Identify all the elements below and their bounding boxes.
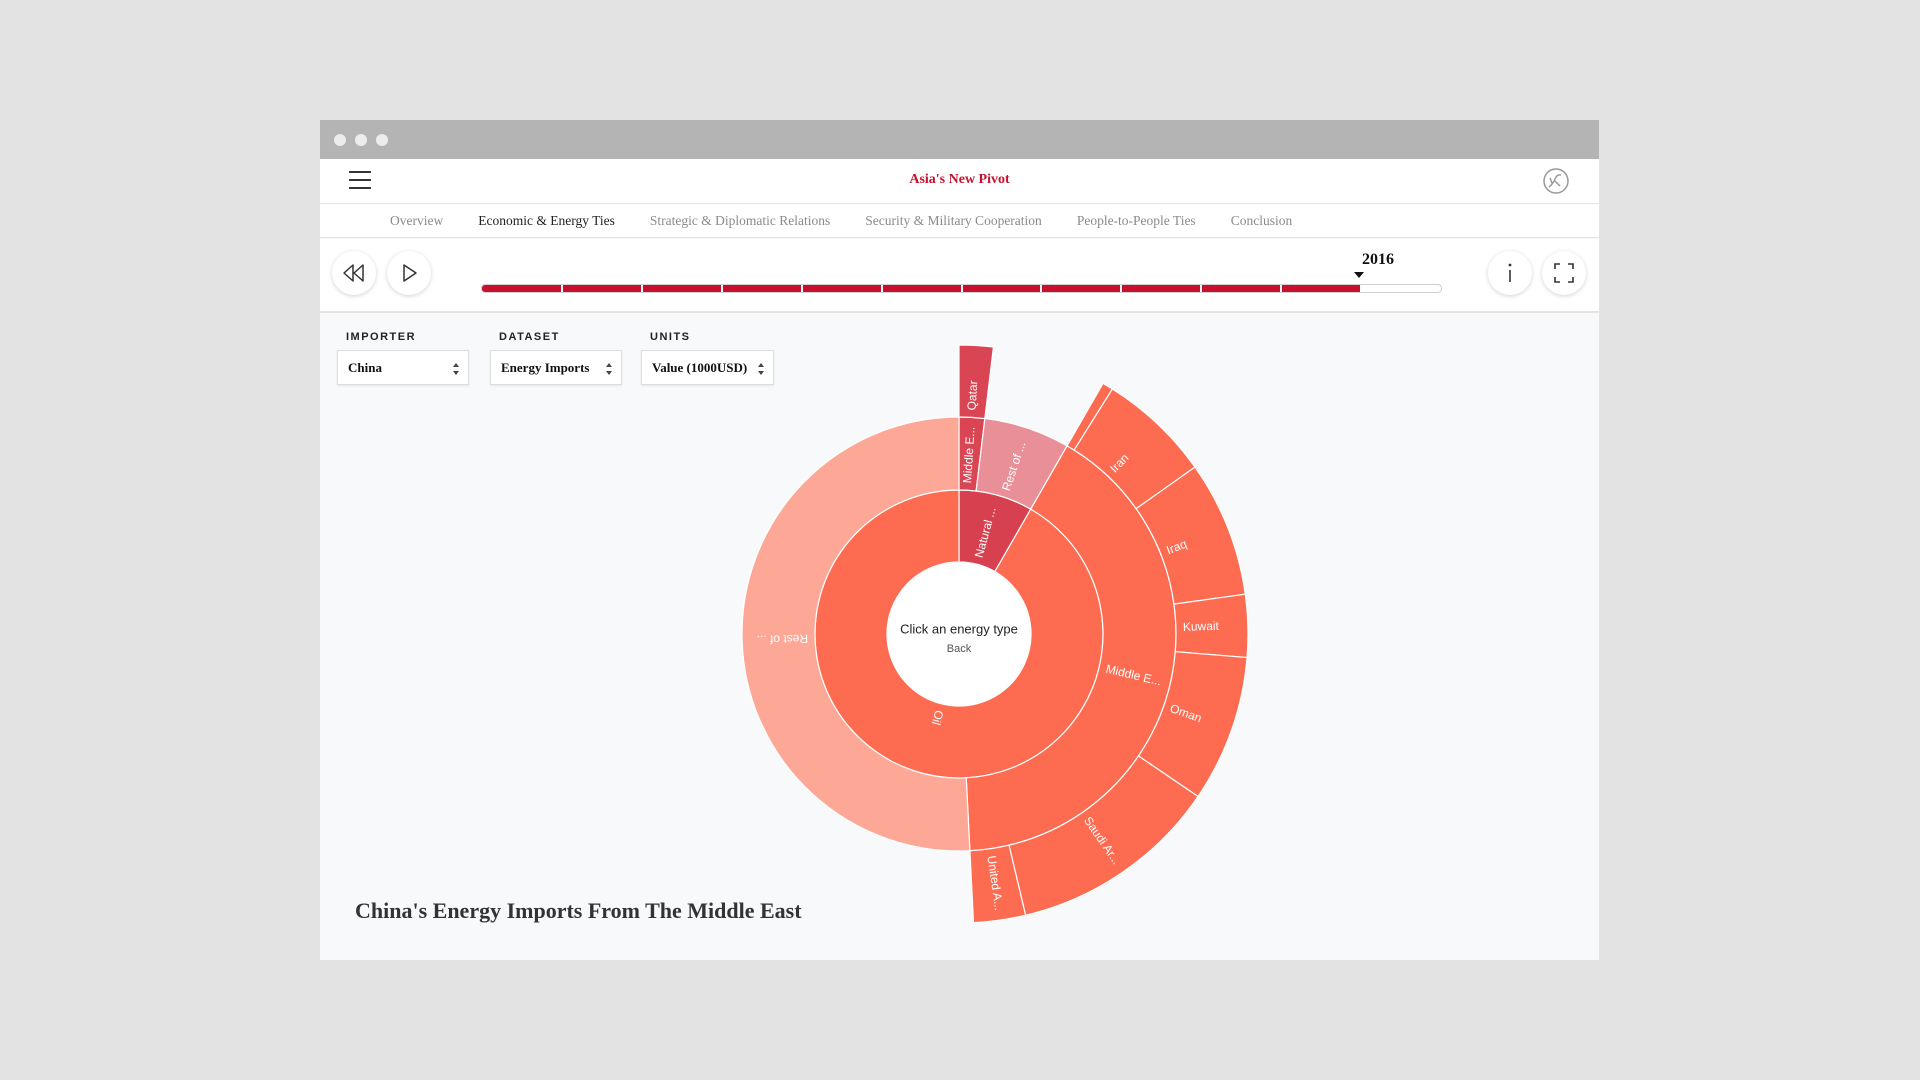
timeline-separator [1280,285,1283,292]
nav-tab[interactable]: Overview [390,212,444,228]
year-caret [1354,272,1364,278]
select[interactable]: China [337,350,469,385]
segment-label: Oil [929,709,946,727]
nav-tab[interactable]: Conclusion [1230,212,1293,228]
rewind-button[interactable] [332,251,376,295]
window-dot [334,134,346,146]
center-hole [888,563,1030,705]
select[interactable]: Energy Imports [490,350,622,385]
nav-tab[interactable]: People-to-People Ties [1076,212,1196,228]
window-dot [376,134,388,146]
fullscreen-button[interactable] [1542,251,1586,295]
nav-tab[interactable]: Security & Military Cooperation [865,212,1042,228]
segment-label: Rest of ... [757,632,809,647]
control-label: UNITS [650,331,691,343]
select[interactable]: Value (1000USD) [641,350,774,385]
select-value: China [348,360,382,375]
timeline-separator [1120,285,1123,292]
timeline-progress [482,285,1360,292]
back-button[interactable]: Back [947,643,972,655]
timeline-separator [1200,285,1203,292]
center-text: Click an energy type [900,621,1018,636]
header: Asia's New Pivot [320,159,1599,204]
timeline-separator [1040,285,1043,292]
year-label: 2016 [1362,251,1394,268]
nav-tab[interactable]: Economic & Energy Ties [478,212,615,228]
browser-window: Asia's New Pivot Overview Economic & Ener… [320,120,1599,960]
window-dot [355,134,367,146]
timeline-separator [880,285,883,292]
timeline-separator [720,285,723,292]
control-label: IMPORTER [346,331,417,343]
timeline-separator [960,285,963,292]
timeline-separator [640,285,643,292]
info-button[interactable] [1488,251,1532,295]
select-value: Value (1000USD) [652,360,748,375]
control-label: DATASET [499,331,560,343]
chart-title: China's Energy Imports From The Middle E… [355,898,802,923]
logo[interactable] [1542,167,1570,195]
site-title: Asia's New Pivot [909,172,1010,187]
segment-label: Middle E... [960,426,977,483]
timeline-separator [1360,285,1363,292]
sunburst-segment[interactable] [741,416,971,852]
select-arrows [453,363,459,375]
menu-icon[interactable] [348,170,372,190]
title-bar [320,120,1599,159]
timeline-separator [800,285,803,292]
segment-label: Qatar [965,380,981,411]
timeline: 2016 [320,239,1599,313]
play-button[interactable] [387,251,431,295]
select-value: Energy Imports [501,360,590,375]
nav-bar: Overview Economic & Energy Ties Strategic … [320,204,1599,238]
nav-tab[interactable]: Strategic & Diplomatic Relations [649,212,831,228]
select-arrows [758,363,764,375]
select-arrows [606,363,612,375]
timeline-track[interactable] [481,284,1442,293]
timeline-separator [560,285,563,292]
segment-label: Kuwait [1183,619,1220,634]
